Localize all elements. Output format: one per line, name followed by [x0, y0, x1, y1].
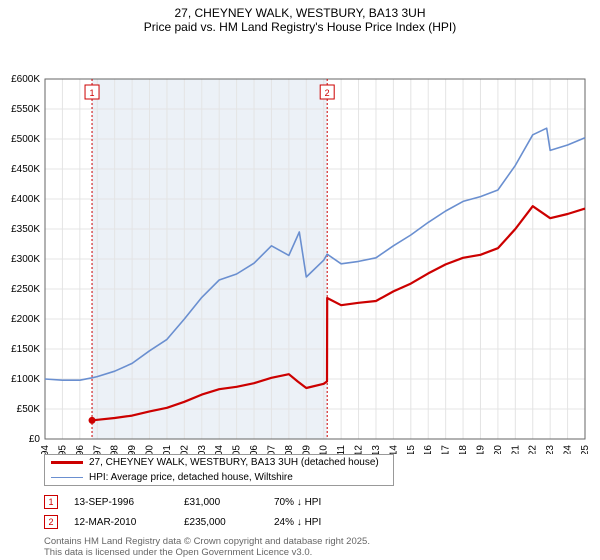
svg-text:2021: 2021 [510, 445, 521, 454]
marker-date: 12-MAR-2010 [74, 517, 184, 528]
marker-badge: 1 [44, 495, 58, 509]
svg-text:2022: 2022 [528, 445, 539, 454]
chart-subtitle: Price paid vs. HM Land Registry's House … [0, 20, 600, 34]
svg-text:£200K: £200K [11, 314, 40, 325]
svg-text:2016: 2016 [423, 445, 434, 454]
svg-text:1994: 1994 [40, 445, 51, 454]
svg-text:2024: 2024 [563, 445, 574, 454]
svg-text:2012: 2012 [354, 445, 365, 454]
svg-text:£450K: £450K [11, 164, 40, 175]
svg-text:2010: 2010 [319, 445, 330, 454]
svg-text:2013: 2013 [371, 445, 382, 454]
svg-text:2009: 2009 [301, 445, 312, 454]
marker-row: 2 12-MAR-2010£235,00024% ↓ HPI [38, 512, 600, 532]
svg-text:£550K: £550K [11, 104, 40, 115]
svg-text:2: 2 [325, 88, 330, 98]
svg-text:2005: 2005 [232, 445, 243, 454]
svg-text:£150K: £150K [11, 344, 40, 355]
svg-text:£100K: £100K [11, 374, 40, 385]
legend-label: 27, CHEYNEY WALK, WESTBURY, BA13 3UH (de… [89, 457, 379, 468]
marker-date: 13-SEP-1996 [74, 497, 184, 508]
marker-price: £235,000 [184, 517, 274, 528]
svg-text:2011: 2011 [336, 445, 347, 454]
svg-text:£50K: £50K [17, 404, 41, 415]
svg-text:2017: 2017 [441, 445, 452, 454]
svg-text:2001: 2001 [162, 445, 173, 454]
marker-hpi: 24% ↓ HPI [274, 517, 321, 528]
svg-text:1: 1 [90, 88, 95, 98]
svg-text:2003: 2003 [197, 445, 208, 454]
legend-item: 27, CHEYNEY WALK, WESTBURY, BA13 3UH (de… [45, 455, 393, 470]
svg-text:2019: 2019 [475, 445, 486, 454]
legend-swatch [51, 461, 83, 463]
footer-text: Contains HM Land Registry data © Crown c… [38, 532, 600, 558]
marker-table: 1 13-SEP-1996£31,00070% ↓ HPI 2 12-MAR-2010… [38, 492, 600, 532]
svg-text:2000: 2000 [145, 445, 156, 454]
svg-text:£0: £0 [29, 434, 41, 445]
svg-text:2004: 2004 [214, 445, 225, 454]
svg-text:1998: 1998 [110, 445, 121, 454]
svg-text:2007: 2007 [266, 445, 277, 454]
svg-text:£300K: £300K [11, 254, 40, 265]
svg-text:1997: 1997 [92, 445, 103, 454]
svg-text:£600K: £600K [11, 74, 40, 85]
svg-text:2015: 2015 [406, 445, 417, 454]
marker-price: £31,000 [184, 497, 274, 508]
legend-swatch [51, 477, 83, 479]
svg-text:2023: 2023 [545, 445, 556, 454]
svg-text:1999: 1999 [127, 445, 138, 454]
price-chart: £0 £50K £100K £150K £200K £250K £300K £350K £400… [0, 34, 600, 454]
svg-text:2018: 2018 [458, 445, 469, 454]
marker-badge: 2 [44, 515, 58, 529]
marker-hpi: 70% ↓ HPI [274, 497, 321, 508]
svg-text:2008: 2008 [284, 445, 295, 454]
legend-label: HPI: Average price, detached house, Wilt… [89, 472, 293, 483]
chart-title: 27, CHEYNEY WALK, WESTBURY, BA13 3UH [0, 0, 600, 20]
svg-text:2006: 2006 [249, 445, 260, 454]
svg-text:2002: 2002 [179, 445, 190, 454]
svg-text:£250K: £250K [11, 284, 40, 295]
svg-text:2025: 2025 [580, 445, 591, 454]
legend-item: HPI: Average price, detached house, Wilt… [45, 470, 393, 485]
svg-text:£500K: £500K [11, 134, 40, 145]
svg-text:£400K: £400K [11, 194, 40, 205]
svg-text:2014: 2014 [388, 445, 399, 454]
svg-text:1996: 1996 [75, 445, 86, 454]
svg-text:2020: 2020 [493, 445, 504, 454]
svg-text:£350K: £350K [11, 224, 40, 235]
legend: 27, CHEYNEY WALK, WESTBURY, BA13 3UH (de… [44, 454, 394, 486]
svg-text:1995: 1995 [57, 445, 68, 454]
marker-row: 1 13-SEP-1996£31,00070% ↓ HPI [38, 492, 600, 512]
